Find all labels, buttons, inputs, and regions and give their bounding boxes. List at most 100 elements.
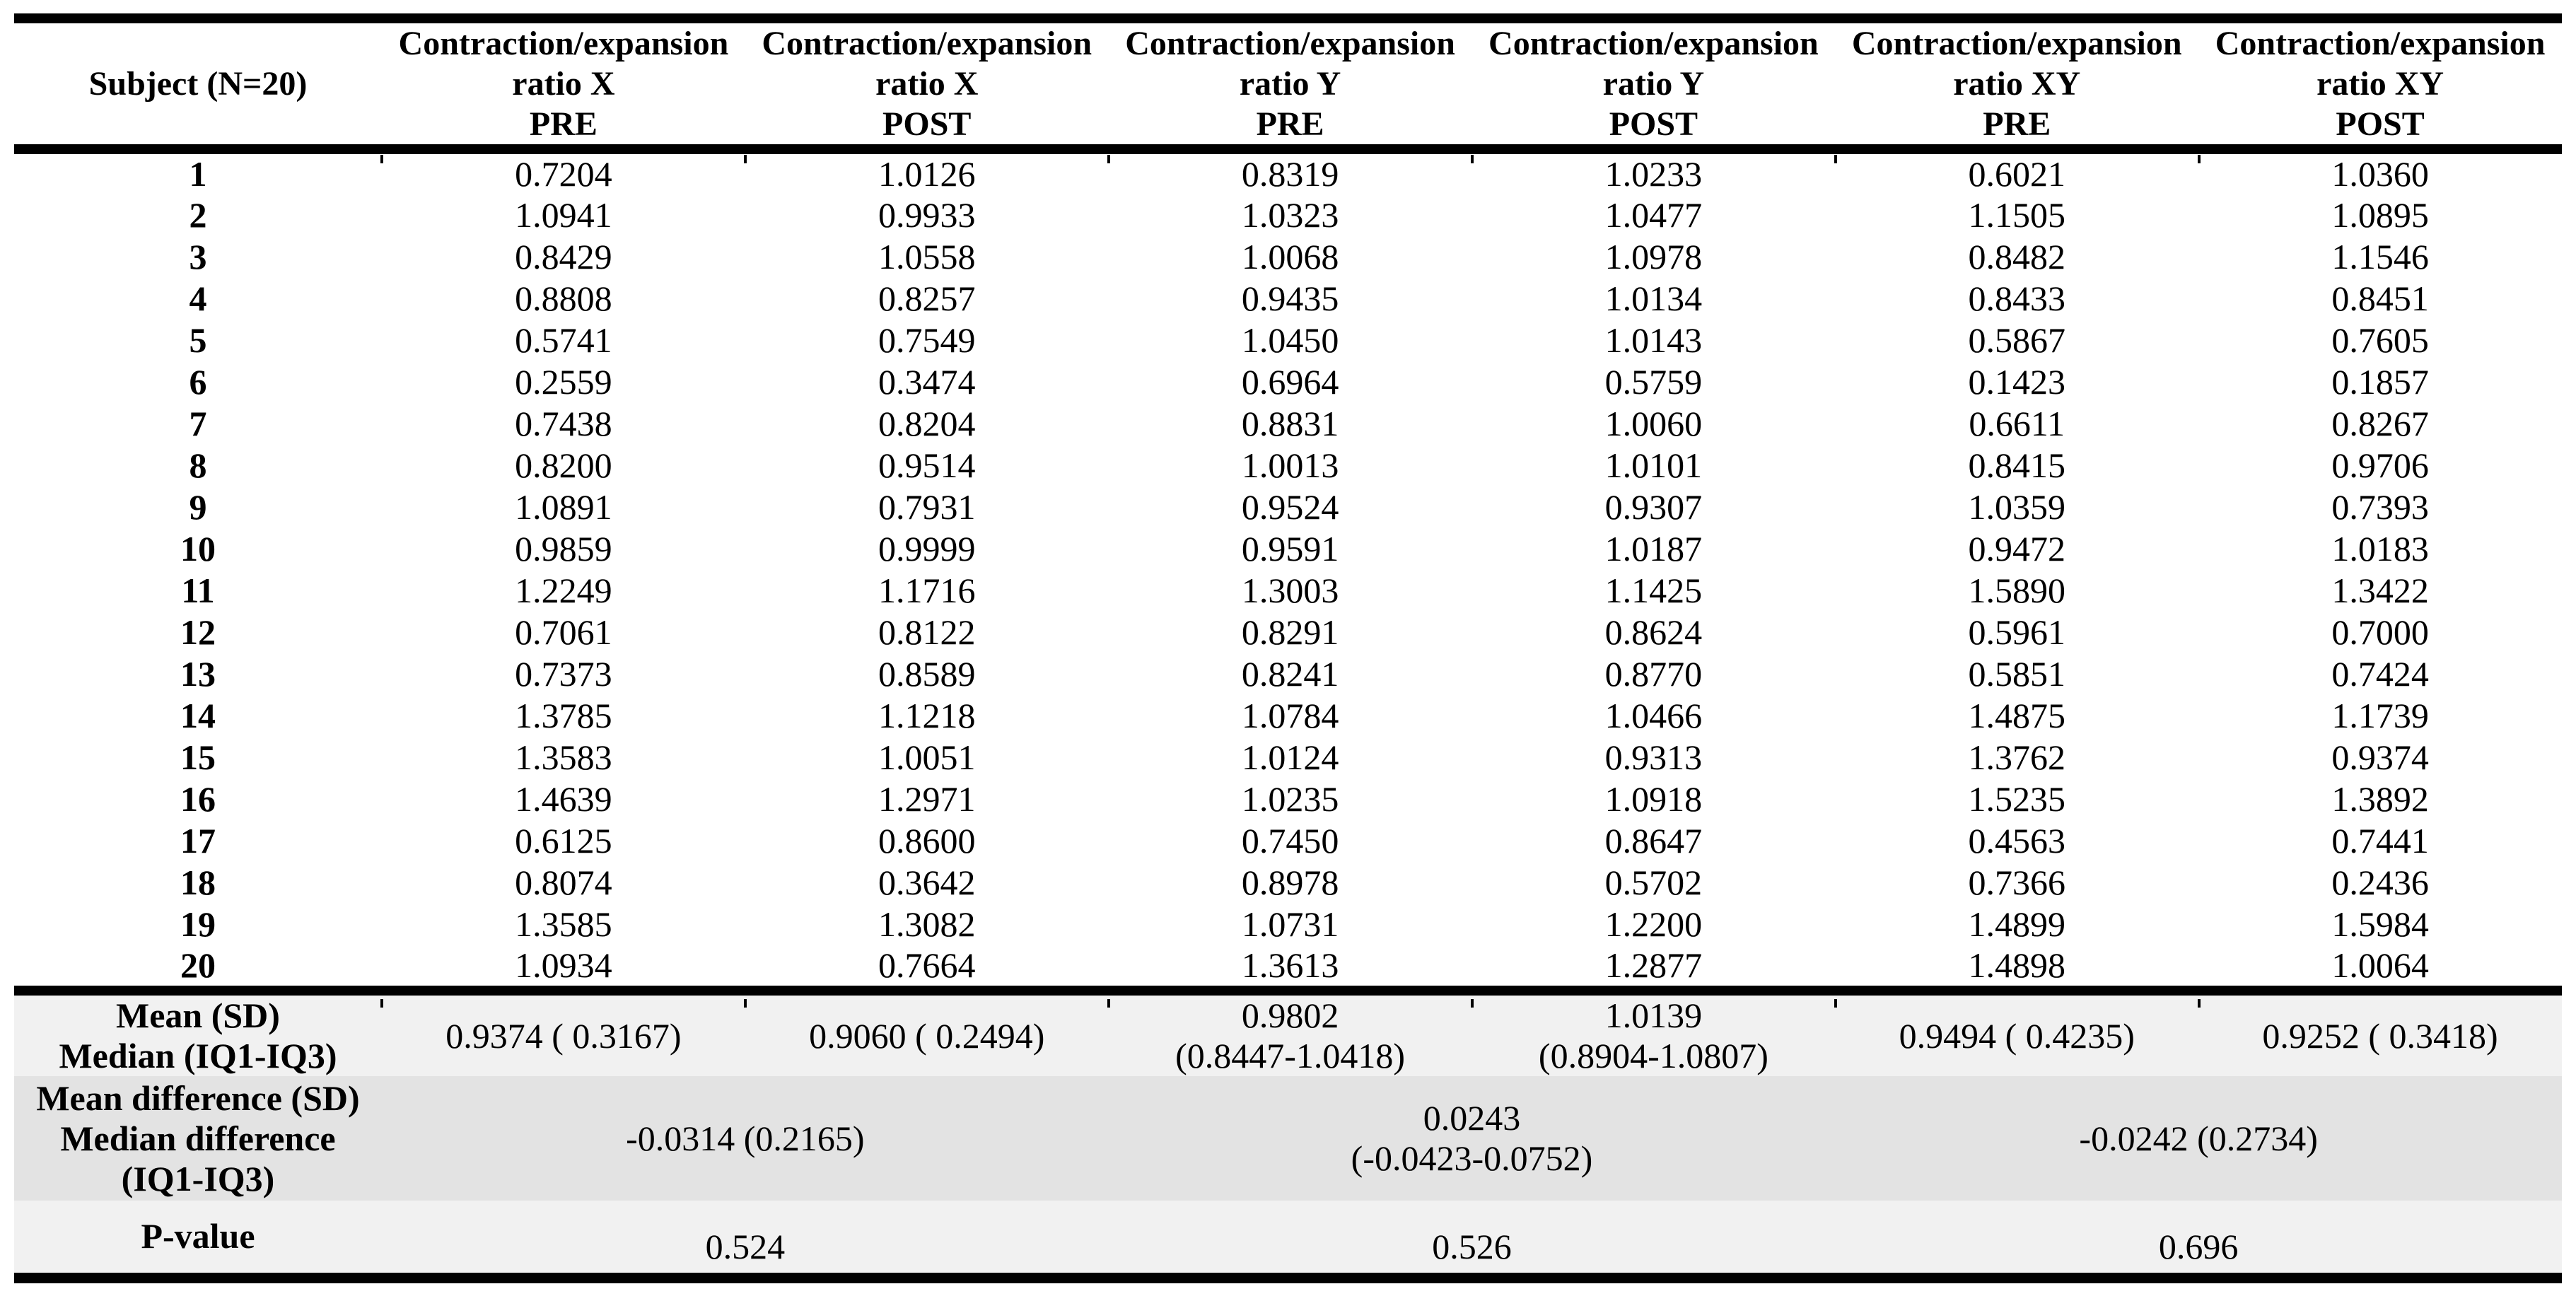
value-cell: 0.8122	[878, 612, 976, 652]
header-ratio-x-pre: Contraction/expansion ratio X PRE	[382, 18, 745, 154]
value-cell: 1.0477	[1604, 195, 1703, 235]
column-border-tick	[1834, 999, 1837, 1008]
table-row: 4 0.8808 0.8257 0.9435 1.0134 0.8433 0.8451	[14, 278, 2562, 320]
table-row: 7 0.7438 0.8204 0.8831 1.0060 0.6611 0.8267	[14, 403, 2562, 445]
table-row: 9 1.0891 0.7931 0.9524 0.9307 1.0359 0.7393	[14, 486, 2562, 528]
table-header: Subject (N=20) Contraction/expansion rat…	[14, 18, 2562, 154]
table-row: 16 1.4639 1.2971 1.0235 1.0918 1.5235 1.3892	[14, 778, 2562, 820]
subject-cell: 3	[189, 237, 207, 276]
value-cell: 1.2877	[1604, 945, 1703, 985]
value-cell: 0.5867	[1968, 320, 2065, 360]
mean-difference-value: 0.0243	[1423, 1098, 1521, 1138]
table-body: 1 0.7204 1.0126 0.8319 1.0233 0.6021 1.0360 2 1.…	[14, 149, 2562, 991]
value-cell: 1.1716	[878, 571, 976, 610]
value-cell: 1.0013	[1241, 445, 1339, 485]
header-subject-label: Subject (N=20)	[88, 65, 308, 103]
mean-cell-x-post: 0.9060 ( 0.2494)	[745, 991, 1109, 1076]
value-cell: 0.8482	[1968, 237, 2065, 276]
mean-value: 0.9252 ( 0.3418)	[2262, 1015, 2498, 1056]
table-row: 1 0.7204 1.0126 0.8319 1.0233 0.6021 1.0360	[14, 149, 2562, 194]
contraction-expansion-table: Subject (N=20) Contraction/expansion rat…	[14, 13, 2562, 1283]
mean-value: 0.9374 ( 0.3167)	[445, 1015, 682, 1056]
mean-difference-label-line: (IQ1-IQ3)	[121, 1158, 275, 1198]
value-cell: 1.0051	[878, 737, 976, 777]
value-cell: 0.7366	[1968, 863, 2065, 902]
value-cell: 1.1218	[878, 696, 976, 735]
value-cell: 1.0731	[1241, 904, 1339, 944]
value-cell: 0.7605	[2331, 320, 2429, 360]
value-cell: 0.6021	[1968, 154, 2065, 194]
value-cell: 0.9933	[878, 195, 976, 235]
column-border-tick	[1471, 155, 1474, 163]
header-line: Contraction/expansion	[398, 25, 729, 62]
mean-cell-x-pre: 0.9374 ( 0.3167)	[382, 991, 745, 1076]
value-cell: 1.3785	[515, 696, 612, 735]
column-border-tick	[744, 999, 747, 1008]
mean-difference-row-label: Mean difference (SD) Median difference (…	[14, 1076, 382, 1201]
subject-cell: 8	[189, 445, 207, 485]
value-cell: 0.8267	[2331, 404, 2429, 443]
value-cell: 1.5235	[1968, 779, 2065, 819]
header-line: ratio X	[512, 65, 615, 103]
table-row: 13 0.7373 0.8589 0.8241 0.8770 0.5851 0.7424	[14, 653, 2562, 695]
value-cell: 0.6611	[1969, 404, 2065, 443]
subject-cell: 18	[180, 863, 216, 902]
mean-difference-label-line: Mean difference (SD)	[36, 1078, 360, 1118]
value-cell: 0.7664	[878, 945, 976, 985]
table-row: 2 1.0941 0.9933 1.0323 1.0477 1.1505 1.0895	[14, 194, 2562, 236]
value-cell: 1.2971	[878, 779, 976, 819]
value-cell: 1.1425	[1604, 571, 1703, 610]
table-row: 10 0.9859 0.9999 0.9591 1.0187 0.9472 1.0183	[14, 528, 2562, 570]
header-ratio-xy-pre: Contraction/expansion ratio XY PRE	[1835, 18, 2199, 154]
value-cell: 0.9999	[878, 529, 976, 568]
value-cell: 1.4639	[515, 779, 612, 819]
value-cell: 0.2559	[515, 362, 612, 402]
value-cell: 0.7450	[1241, 821, 1339, 860]
value-cell: 0.6964	[1241, 362, 1339, 402]
header-line: ratio X	[875, 65, 979, 103]
subject-cell: 13	[180, 654, 216, 694]
subject-cell: 9	[189, 487, 207, 527]
value-cell: 0.8770	[1604, 654, 1703, 694]
mean-difference-x: -0.0314 (0.2165)	[382, 1076, 1109, 1201]
column-border-tick	[380, 155, 383, 163]
mean-cell-y-pre: 0.9802 (0.8447-1.0418)	[1108, 991, 1472, 1076]
subject-cell: 10	[180, 529, 216, 568]
mean-value: 0.9802	[1241, 996, 1339, 1035]
value-cell: 0.8200	[515, 445, 612, 485]
value-cell: 1.0558	[878, 237, 976, 276]
value-cell: 1.4875	[1968, 696, 2065, 735]
value-cell: 0.5759	[1604, 362, 1703, 402]
column-border-tick	[1834, 155, 1837, 163]
value-cell: 1.3613	[1241, 945, 1339, 985]
p-value-xy: 0.696	[1835, 1201, 2562, 1283]
table-row: 3 0.8429 1.0558 1.0068 1.0978 0.8482 1.1546	[14, 236, 2562, 278]
value-cell: 0.8429	[515, 237, 612, 276]
header-ratio-x-post: Contraction/expansion ratio X POST	[745, 18, 1109, 154]
value-cell: 1.3892	[2331, 779, 2429, 819]
header-line: Contraction/expansion	[2215, 25, 2546, 62]
value-cell: 1.0941	[515, 195, 612, 235]
summary-section: Mean (SD) Median (IQ1-IQ3) 0.9374 ( 0.31…	[14, 991, 2562, 1283]
summary-row-mean: Mean (SD) Median (IQ1-IQ3) 0.9374 ( 0.31…	[14, 991, 2562, 1076]
subject-cell: 20	[180, 945, 216, 985]
subject-cell: 2	[189, 195, 207, 235]
value-cell: 0.8204	[878, 404, 976, 443]
value-cell: 1.4898	[1968, 945, 2065, 985]
column-border-tick	[380, 999, 383, 1008]
header-ratio-xy-post: Contraction/expansion ratio XY POST	[2198, 18, 2562, 154]
table-row: 11 1.2249 1.1716 1.3003 1.1425 1.5890 1.3422	[14, 570, 2562, 612]
value-cell: 0.3474	[878, 362, 976, 402]
value-cell: 0.9435	[1241, 279, 1339, 318]
header-line: ratio XY	[1953, 65, 2081, 103]
value-cell: 0.8074	[515, 863, 612, 902]
header-line: ratio Y	[1602, 65, 1705, 103]
table-row: 14 1.3785 1.1218 1.0784 1.0466 1.4875 1.1739	[14, 695, 2562, 737]
value-cell: 1.4899	[1968, 904, 2065, 944]
table-row: 12 0.7061 0.8122 0.8291 0.8624 0.5961 0.7000	[14, 612, 2562, 653]
mean-difference-label-line: Median difference	[60, 1118, 336, 1158]
table-row: 17 0.6125 0.8600 0.7450 0.8647 0.4563 0.7441	[14, 820, 2562, 862]
value-cell: 0.5961	[1968, 612, 2065, 652]
value-cell: 1.5890	[1968, 571, 2065, 610]
header-row: Subject (N=20) Contraction/expansion rat…	[14, 18, 2562, 154]
